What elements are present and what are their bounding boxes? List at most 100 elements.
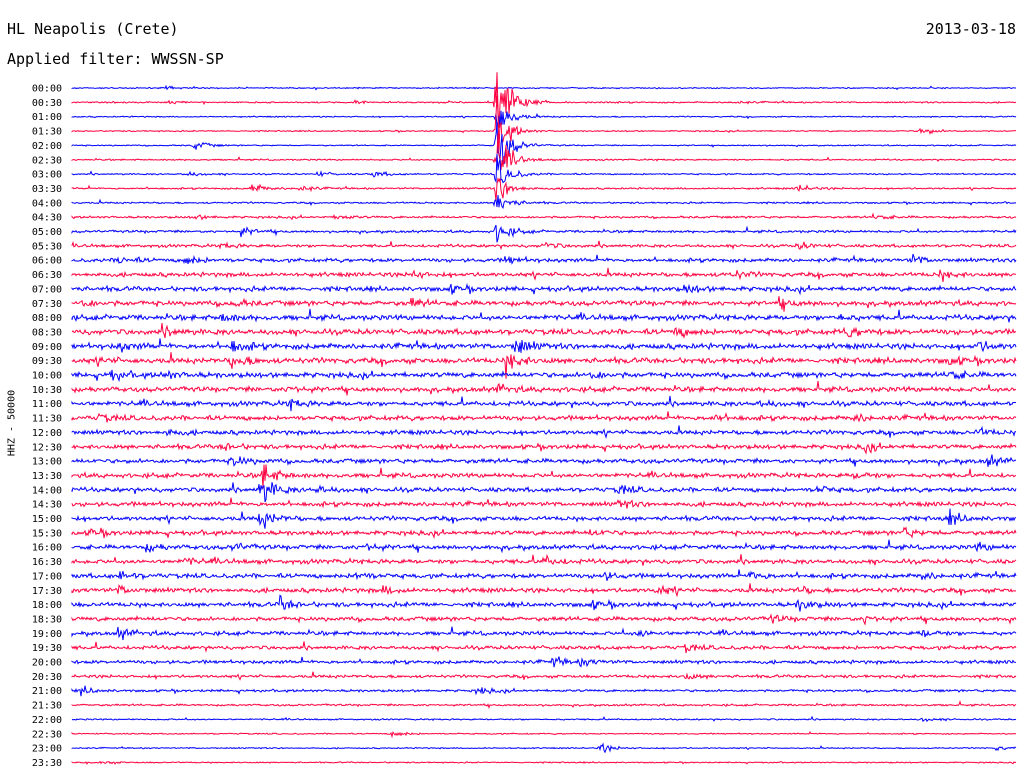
trace-row bbox=[71, 267, 1016, 282]
trace-row bbox=[71, 381, 1017, 396]
trace-row bbox=[71, 153, 1017, 184]
trace-row bbox=[71, 497, 1017, 509]
filter-label: Applied filter: WWSSN-SP bbox=[7, 50, 224, 68]
row-time-label: 18:30 bbox=[32, 614, 62, 625]
row-time-label: 05:00 bbox=[32, 227, 62, 238]
row-time-label: 21:30 bbox=[32, 701, 62, 712]
row-time-label: 03:30 bbox=[32, 184, 62, 195]
date-label: 2013-03-18 bbox=[925, 20, 1016, 38]
trace-row bbox=[71, 194, 1017, 209]
row-time-label: 20:30 bbox=[32, 672, 62, 683]
trace-row bbox=[71, 369, 1017, 383]
row-time-label: 02:30 bbox=[32, 155, 62, 166]
trace-row bbox=[71, 613, 1017, 626]
trace-row bbox=[71, 352, 1017, 379]
row-time-label: 10:00 bbox=[32, 371, 62, 382]
row-time-label: 07:00 bbox=[32, 284, 62, 295]
trace-row bbox=[71, 212, 1017, 221]
trace-row bbox=[71, 569, 1017, 581]
row-time-label: 21:00 bbox=[32, 686, 62, 697]
row-time-label: 00:00 bbox=[32, 84, 62, 95]
trace-row bbox=[71, 282, 1017, 296]
row-time-label: 16:00 bbox=[32, 543, 62, 554]
trace-row bbox=[71, 656, 1017, 668]
trace-row bbox=[71, 224, 1017, 243]
trace-row bbox=[71, 482, 1017, 503]
row-time-label: 09:00 bbox=[32, 342, 62, 353]
trace-row bbox=[71, 442, 1017, 455]
trace-row bbox=[71, 84, 1017, 91]
trace-row bbox=[71, 95, 1016, 151]
row-time-label: 01:00 bbox=[32, 112, 62, 123]
row-time-label: 05:30 bbox=[32, 241, 62, 252]
row-time-label: 19:00 bbox=[32, 629, 62, 640]
trace-row bbox=[71, 122, 1017, 165]
trace-row bbox=[71, 296, 1017, 312]
row-time-label: 13:00 bbox=[32, 457, 62, 468]
row-time-label: 00:30 bbox=[32, 98, 62, 109]
row-time-label: 11:30 bbox=[32, 414, 62, 425]
row-time-label: 09:30 bbox=[32, 356, 62, 367]
row-time-label: 16:30 bbox=[32, 557, 62, 568]
row-time-label: 08:30 bbox=[32, 327, 62, 338]
trace-row bbox=[71, 395, 1016, 412]
trace-row bbox=[71, 730, 1017, 739]
row-time-label: 22:30 bbox=[32, 729, 62, 740]
trace-row bbox=[71, 539, 1017, 554]
time-tick-labels: 00:00 00:30 01:00 01:30 02:00 02:30 03:00 03:30… bbox=[32, 84, 62, 769]
row-time-label: 10:30 bbox=[32, 385, 62, 396]
row-time-label: 07:30 bbox=[32, 299, 62, 310]
row-time-label: 06:00 bbox=[32, 256, 62, 267]
row-time-label: 11:00 bbox=[32, 399, 62, 410]
row-time-label: 03:00 bbox=[32, 170, 62, 181]
trace-row bbox=[71, 72, 1017, 128]
row-time-label: 20:00 bbox=[32, 658, 62, 669]
trace-row bbox=[71, 110, 1017, 129]
row-time-label: 12:30 bbox=[32, 442, 62, 453]
row-time-label: 18:00 bbox=[32, 600, 62, 611]
trace-row bbox=[71, 253, 1017, 265]
row-time-label: 15:30 bbox=[32, 528, 62, 539]
row-time-label: 19:30 bbox=[32, 643, 62, 654]
trace-row bbox=[71, 177, 1017, 202]
row-time-label: 22:00 bbox=[32, 715, 62, 726]
row-time-label: 08:00 bbox=[32, 313, 62, 324]
row-time-label: 15:00 bbox=[32, 514, 62, 525]
trace-row bbox=[71, 671, 1017, 681]
row-time-label: 02:00 bbox=[32, 141, 62, 152]
row-time-label: 06:30 bbox=[32, 270, 62, 281]
trace-row bbox=[71, 641, 1017, 654]
row-time-label: 12:00 bbox=[32, 428, 62, 439]
trace-row bbox=[71, 553, 1017, 566]
row-time-label: 04:00 bbox=[32, 198, 62, 209]
row-time-label: 17:30 bbox=[32, 586, 62, 597]
trace-group bbox=[71, 72, 1017, 765]
trace-row bbox=[71, 742, 1017, 754]
trace-row bbox=[71, 425, 1017, 439]
row-time-label: 01:30 bbox=[32, 127, 62, 138]
row-time-label: 23:30 bbox=[32, 758, 62, 769]
trace-row bbox=[71, 464, 1017, 489]
trace-row bbox=[71, 454, 1017, 468]
trace-row bbox=[71, 626, 1017, 641]
trace-row bbox=[71, 700, 1017, 710]
trace-row bbox=[71, 760, 1017, 765]
trace-row bbox=[71, 685, 1017, 697]
row-time-label: 13:30 bbox=[32, 471, 62, 482]
trace-row bbox=[71, 508, 1017, 529]
trace-row bbox=[71, 338, 1017, 353]
row-time-label: 14:30 bbox=[32, 500, 62, 511]
trace-row bbox=[71, 133, 1017, 171]
station-title: HL Neapolis (Crete) bbox=[7, 20, 179, 38]
trace-row bbox=[71, 583, 1017, 598]
row-time-label: 04:30 bbox=[32, 213, 62, 224]
trace-row bbox=[71, 715, 1017, 723]
row-time-label: 17:00 bbox=[32, 571, 62, 582]
row-time-label: 14:00 bbox=[32, 485, 62, 496]
trace-row bbox=[71, 526, 1017, 539]
trace-row bbox=[71, 308, 1017, 323]
trace-row bbox=[71, 240, 1017, 251]
row-time-label: 23:00 bbox=[32, 744, 62, 755]
trace-row bbox=[71, 322, 1017, 339]
